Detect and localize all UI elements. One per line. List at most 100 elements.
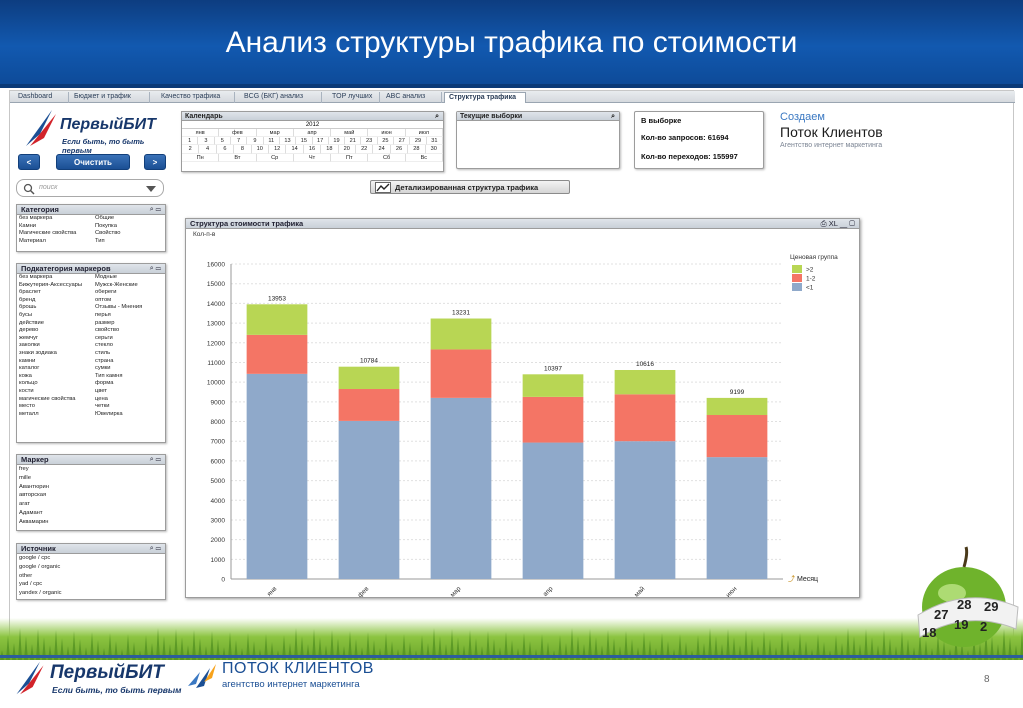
subcategory-item[interactable]: кольцо (19, 380, 38, 387)
calendar-weekday[interactable]: Пн (182, 153, 220, 162)
subcategory-item[interactable]: бусы (19, 311, 33, 318)
calendar-day[interactable]: 29 (410, 137, 427, 146)
category-item[interactable]: Материал (19, 237, 46, 244)
subcategory-item[interactable]: брошь (19, 304, 37, 311)
calendar-day[interactable]: 22 (355, 145, 374, 154)
calendar-day[interactable]: 9 (247, 137, 264, 146)
calendar-weekday[interactable]: Вс (405, 153, 443, 162)
calendar-day[interactable]: 26 (390, 145, 409, 154)
tab-structure[interactable]: Структура трафика (444, 92, 526, 103)
subcategory-item[interactable]: серьги (95, 334, 113, 341)
subcategory-item[interactable]: перья (95, 311, 111, 318)
subcategory-item[interactable]: четки (95, 403, 110, 410)
source-item[interactable]: google / organic (19, 563, 61, 570)
category-item[interactable]: Свойство (95, 230, 121, 237)
calendar-weekday[interactable]: Пт (331, 153, 369, 162)
subcategory-listbox[interactable]: Подкатегория маркеров ⌕ ▭ без маркера Модн… (16, 263, 166, 443)
calendar-month[interactable]: май (331, 129, 369, 138)
clear-button[interactable]: Очистить (56, 154, 130, 170)
tab-bcg[interactable]: BCG (БКГ) анализ (240, 92, 322, 103)
month-dimension-button[interactable]: ⤴ Месяц (788, 574, 818, 584)
subcategory-item[interactable]: размер (95, 319, 115, 326)
calendar-month[interactable]: мар (256, 129, 294, 138)
bar-segment[interactable] (246, 334, 308, 374)
search-icon[interactable]: ⌕ (435, 113, 439, 120)
subcategory-item[interactable]: страна (95, 357, 114, 364)
marker-item[interactable]: Адамант (19, 509, 43, 516)
subcategory-item[interactable]: действие (19, 319, 44, 326)
calendar-day[interactable]: 27 (394, 137, 411, 146)
marker-item[interactable]: frey (19, 466, 29, 472)
source-listbox[interactable]: Источник ⌕ ▭ google / cpc google / organic… (16, 543, 166, 600)
bar-segment[interactable] (338, 366, 400, 390)
bar-segment[interactable] (338, 420, 400, 579)
tab-dashboard[interactable]: Dashboard (14, 92, 69, 103)
source-item[interactable]: yandex / organic (19, 590, 62, 597)
calendar-day[interactable]: 5 (214, 137, 231, 146)
calendar-month[interactable]: июн (368, 129, 406, 138)
marker-listbox[interactable]: Маркер ⌕ ▭ frey mille Авантюрин авторская ага… (16, 454, 166, 531)
calendar-day[interactable]: 17 (312, 137, 329, 146)
bar-segment[interactable] (614, 394, 676, 442)
calendar-day[interactable]: 21 (345, 137, 362, 146)
marker-item[interactable]: Авантюрин (19, 483, 49, 490)
subcategory-item[interactable]: стекло (95, 342, 113, 349)
calendar-day[interactable]: 15 (296, 137, 313, 146)
calendar-day[interactable]: 28 (408, 145, 426, 154)
subcategory-item[interactable]: бренд (19, 296, 36, 303)
subcategory-item[interactable]: дерево (19, 327, 39, 334)
calendar-day[interactable]: 4 (199, 145, 217, 154)
source-item[interactable]: yad / cpc (19, 581, 43, 588)
bar-segment[interactable] (246, 373, 308, 579)
category-item[interactable]: Покупка (95, 222, 117, 229)
bar-segment[interactable] (614, 369, 676, 395)
category-item[interactable]: Магические свойства (19, 230, 77, 237)
subcategory-item[interactable]: сумки (95, 365, 111, 372)
calendar-day[interactable]: 10 (251, 145, 269, 154)
calendar-day[interactable]: 20 (338, 145, 356, 154)
tab-quality[interactable]: Качество трафика (157, 92, 235, 103)
subcategory-item[interactable]: Модные (95, 274, 117, 280)
subcategory-item[interactable]: место (19, 403, 35, 410)
calendar-day[interactable]: 12 (268, 145, 287, 154)
calendar-day[interactable]: 25 (377, 137, 395, 146)
bar-segment[interactable] (614, 441, 676, 579)
bar-segment[interactable] (430, 318, 492, 350)
subcategory-item[interactable]: жемчуг (19, 334, 39, 341)
bar-segment[interactable] (522, 396, 584, 443)
calendar-day[interactable]: 8 (234, 145, 252, 154)
traffic-cost-chart-window[interactable]: Структура стоимости трафика ⎙ XL ▁ ▢ 0 10… (185, 218, 860, 599)
tab-budget[interactable]: Бюджет и трафик (70, 92, 150, 103)
subcategory-item[interactable]: кожа (19, 372, 32, 379)
subcategory-item[interactable]: обереги (95, 289, 117, 296)
marker-item[interactable]: агат (19, 501, 30, 508)
category-item[interactable]: Общие (95, 215, 115, 221)
calendar-weekday[interactable]: Чт (293, 153, 332, 162)
search-icon[interactable]: ⌕ (611, 113, 615, 120)
bar-segment[interactable] (338, 389, 400, 421)
bar-segment[interactable] (706, 457, 768, 579)
calendar-day[interactable]: 2 (182, 145, 200, 154)
calendar-day[interactable]: 19 (328, 137, 346, 146)
calendar-day[interactable]: 23 (361, 137, 378, 146)
calendar-day[interactable]: 24 (373, 145, 391, 154)
bar-segment[interactable] (430, 397, 492, 579)
subcategory-item[interactable]: кости (19, 387, 34, 394)
calendar-weekday[interactable]: Вт (219, 153, 257, 162)
calendar-day[interactable]: 13 (279, 137, 297, 146)
detail-structure-button[interactable]: Детализированная структура трафика (370, 180, 570, 194)
subcategory-item[interactable]: магические свойства (19, 395, 76, 402)
bar-segment[interactable] (430, 349, 492, 398)
category-item[interactable]: Тип (95, 237, 105, 244)
calendar-month[interactable]: июл (405, 129, 443, 138)
subcategory-item[interactable]: знаки зодиака (19, 349, 57, 356)
calendar-month[interactable]: апр (293, 129, 332, 138)
category-item[interactable]: Камни (19, 222, 37, 229)
subcategory-item[interactable]: заколки (19, 342, 40, 349)
calendar-day[interactable]: 7 (230, 137, 248, 146)
calendar-day[interactable]: 30 (425, 145, 443, 154)
forward-button[interactable]: > (144, 154, 166, 170)
bar-segment[interactable] (246, 304, 308, 335)
bar-segment[interactable] (522, 374, 584, 397)
